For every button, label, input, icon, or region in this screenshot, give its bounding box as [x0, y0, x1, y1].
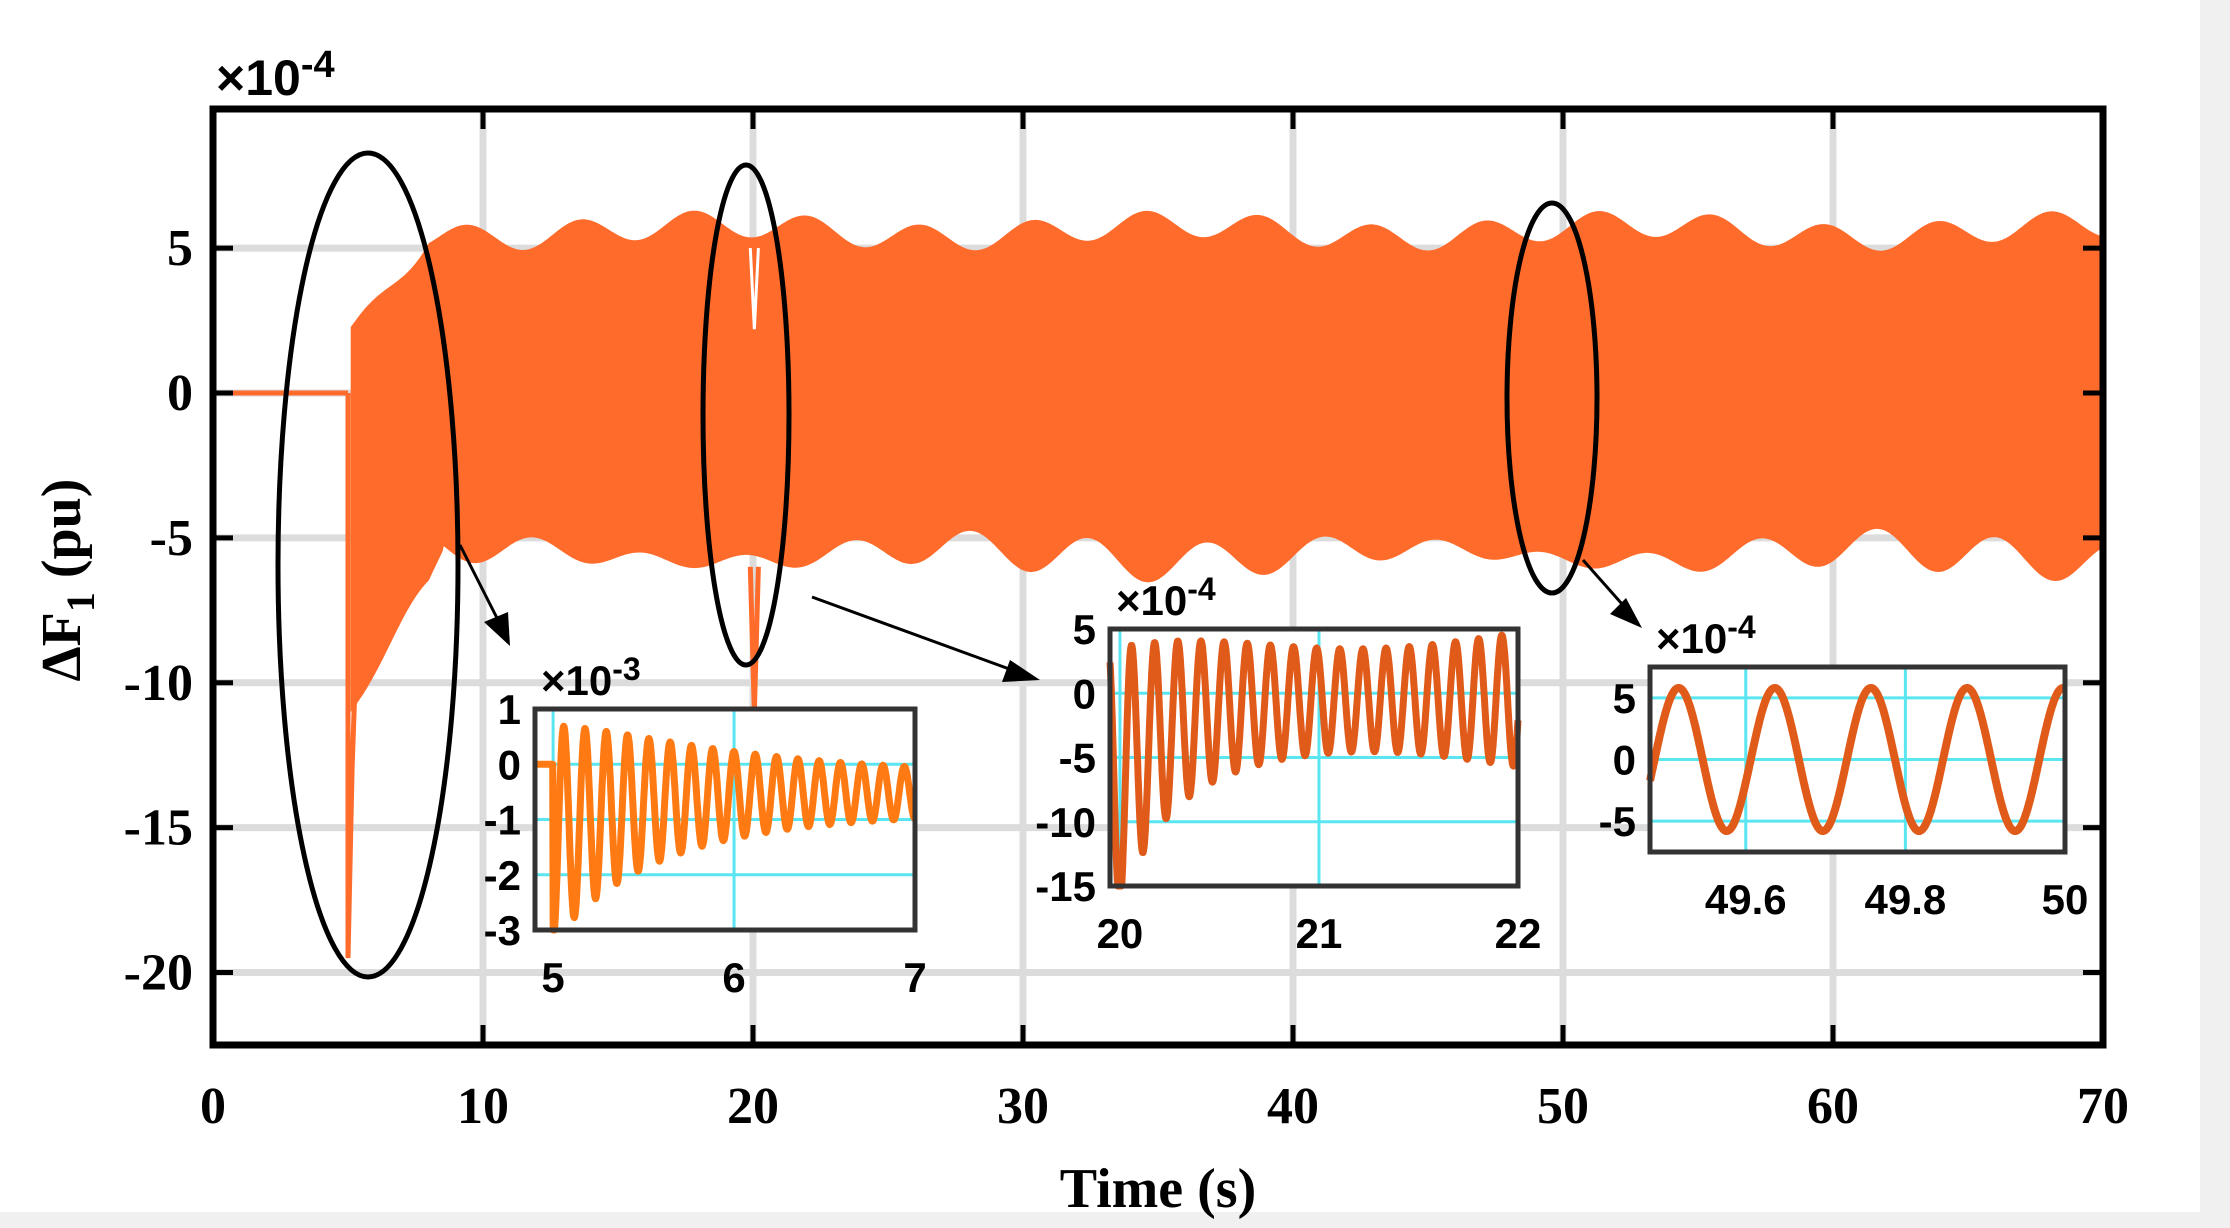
x-tick-label: 70: [2077, 1078, 2129, 1135]
arrow-3: [1581, 559, 1642, 628]
inset-y-tick-label: -2: [484, 852, 521, 899]
x-tick-label: 20: [727, 1078, 779, 1135]
x-tick-label: 0: [200, 1078, 226, 1135]
main-axes-frame: [209, 105, 2107, 1049]
inset-x-tick-label: 21: [1296, 910, 1343, 957]
inset-frame: [532, 706, 918, 933]
inset-x-tick-label: 20: [1097, 910, 1144, 957]
highlight-ellipse-3: [1504, 200, 1600, 596]
inset-x-tick-label: 22: [1495, 910, 1542, 957]
first-dip-spike: [345, 392, 359, 959]
inset-frame: [1107, 626, 1521, 889]
arrow-1: [458, 544, 510, 646]
x-tick-label: 30: [997, 1078, 1049, 1135]
inset-series-line: [1106, 631, 1522, 890]
inset-series-line: [531, 722, 919, 934]
svg-text:ΔF1 (pu): ΔF1 (pu): [31, 479, 103, 682]
x-axis-label: Time (s): [1060, 1158, 1257, 1220]
inset-series-line: [1646, 684, 2069, 835]
highlight-ellipse-1: [275, 150, 461, 980]
inset-x-tick-label: 49.8: [1865, 876, 1947, 923]
inset-2: 20 21 22 5 0 -5 -10 -15 ×10-4: [1035, 571, 1541, 957]
inset-y-tick-label: -1: [484, 797, 521, 844]
inset-x-tick-label: 5: [541, 954, 564, 1001]
inset-x-tick-label: 7: [903, 954, 926, 1001]
y-tick-label: -10: [124, 655, 193, 712]
inset-x-tick-label: 50: [2042, 876, 2089, 923]
x-tick-label: 10: [457, 1078, 509, 1135]
inset-y-tick-label: 0: [1613, 737, 1636, 784]
inset-1: 5 6 7 1 0 -1 -2 -3 ×10-3: [484, 651, 927, 1001]
y-tick-label: -20: [124, 945, 193, 1002]
inset-y-tick-label: 5: [1613, 675, 1636, 722]
inset-exponent-label: ×10-4: [1656, 609, 1756, 662]
y-tick-label: 0: [167, 365, 193, 422]
main-exponent-label: ×10-4: [216, 44, 335, 106]
inset-exponent-label: ×10-3: [541, 651, 641, 704]
highlight-ellipse-2: [700, 162, 792, 668]
inset-x-tick-label: 6: [722, 954, 745, 1001]
inset-y-tick-label: -5: [1059, 735, 1096, 782]
x-tick-label: 50: [1537, 1078, 1589, 1135]
inset-y-tick-label: 1: [498, 686, 521, 733]
inset-y-tick-label: 5: [1073, 606, 1096, 653]
inset-exponent-label: ×10-4: [1116, 571, 1216, 624]
inset-x-tick-label: 49.6: [1705, 876, 1787, 923]
y-tick-label: 5: [167, 220, 193, 277]
x-tick-label: 40: [1267, 1078, 1319, 1135]
inset-y-tick-label: 0: [498, 741, 521, 788]
inset-y-tick-label: -5: [1599, 798, 1636, 845]
inset-y-tick-label: -15: [1035, 863, 1096, 910]
disturbance-notch: [748, 248, 760, 330]
inset-y-tick-label: 0: [1073, 670, 1096, 717]
y-axis-label: ΔF1 (pu): [31, 479, 103, 682]
y-tick-label: -5: [150, 510, 193, 567]
inset-y-tick-label: -10: [1035, 799, 1096, 846]
x-tick-label: 60: [1807, 1078, 1859, 1135]
inset-y-tick-label: -3: [484, 907, 521, 954]
inset-frame: [1647, 664, 2068, 855]
y-tick-label: -15: [124, 800, 193, 857]
arrow-2: [811, 595, 1040, 682]
